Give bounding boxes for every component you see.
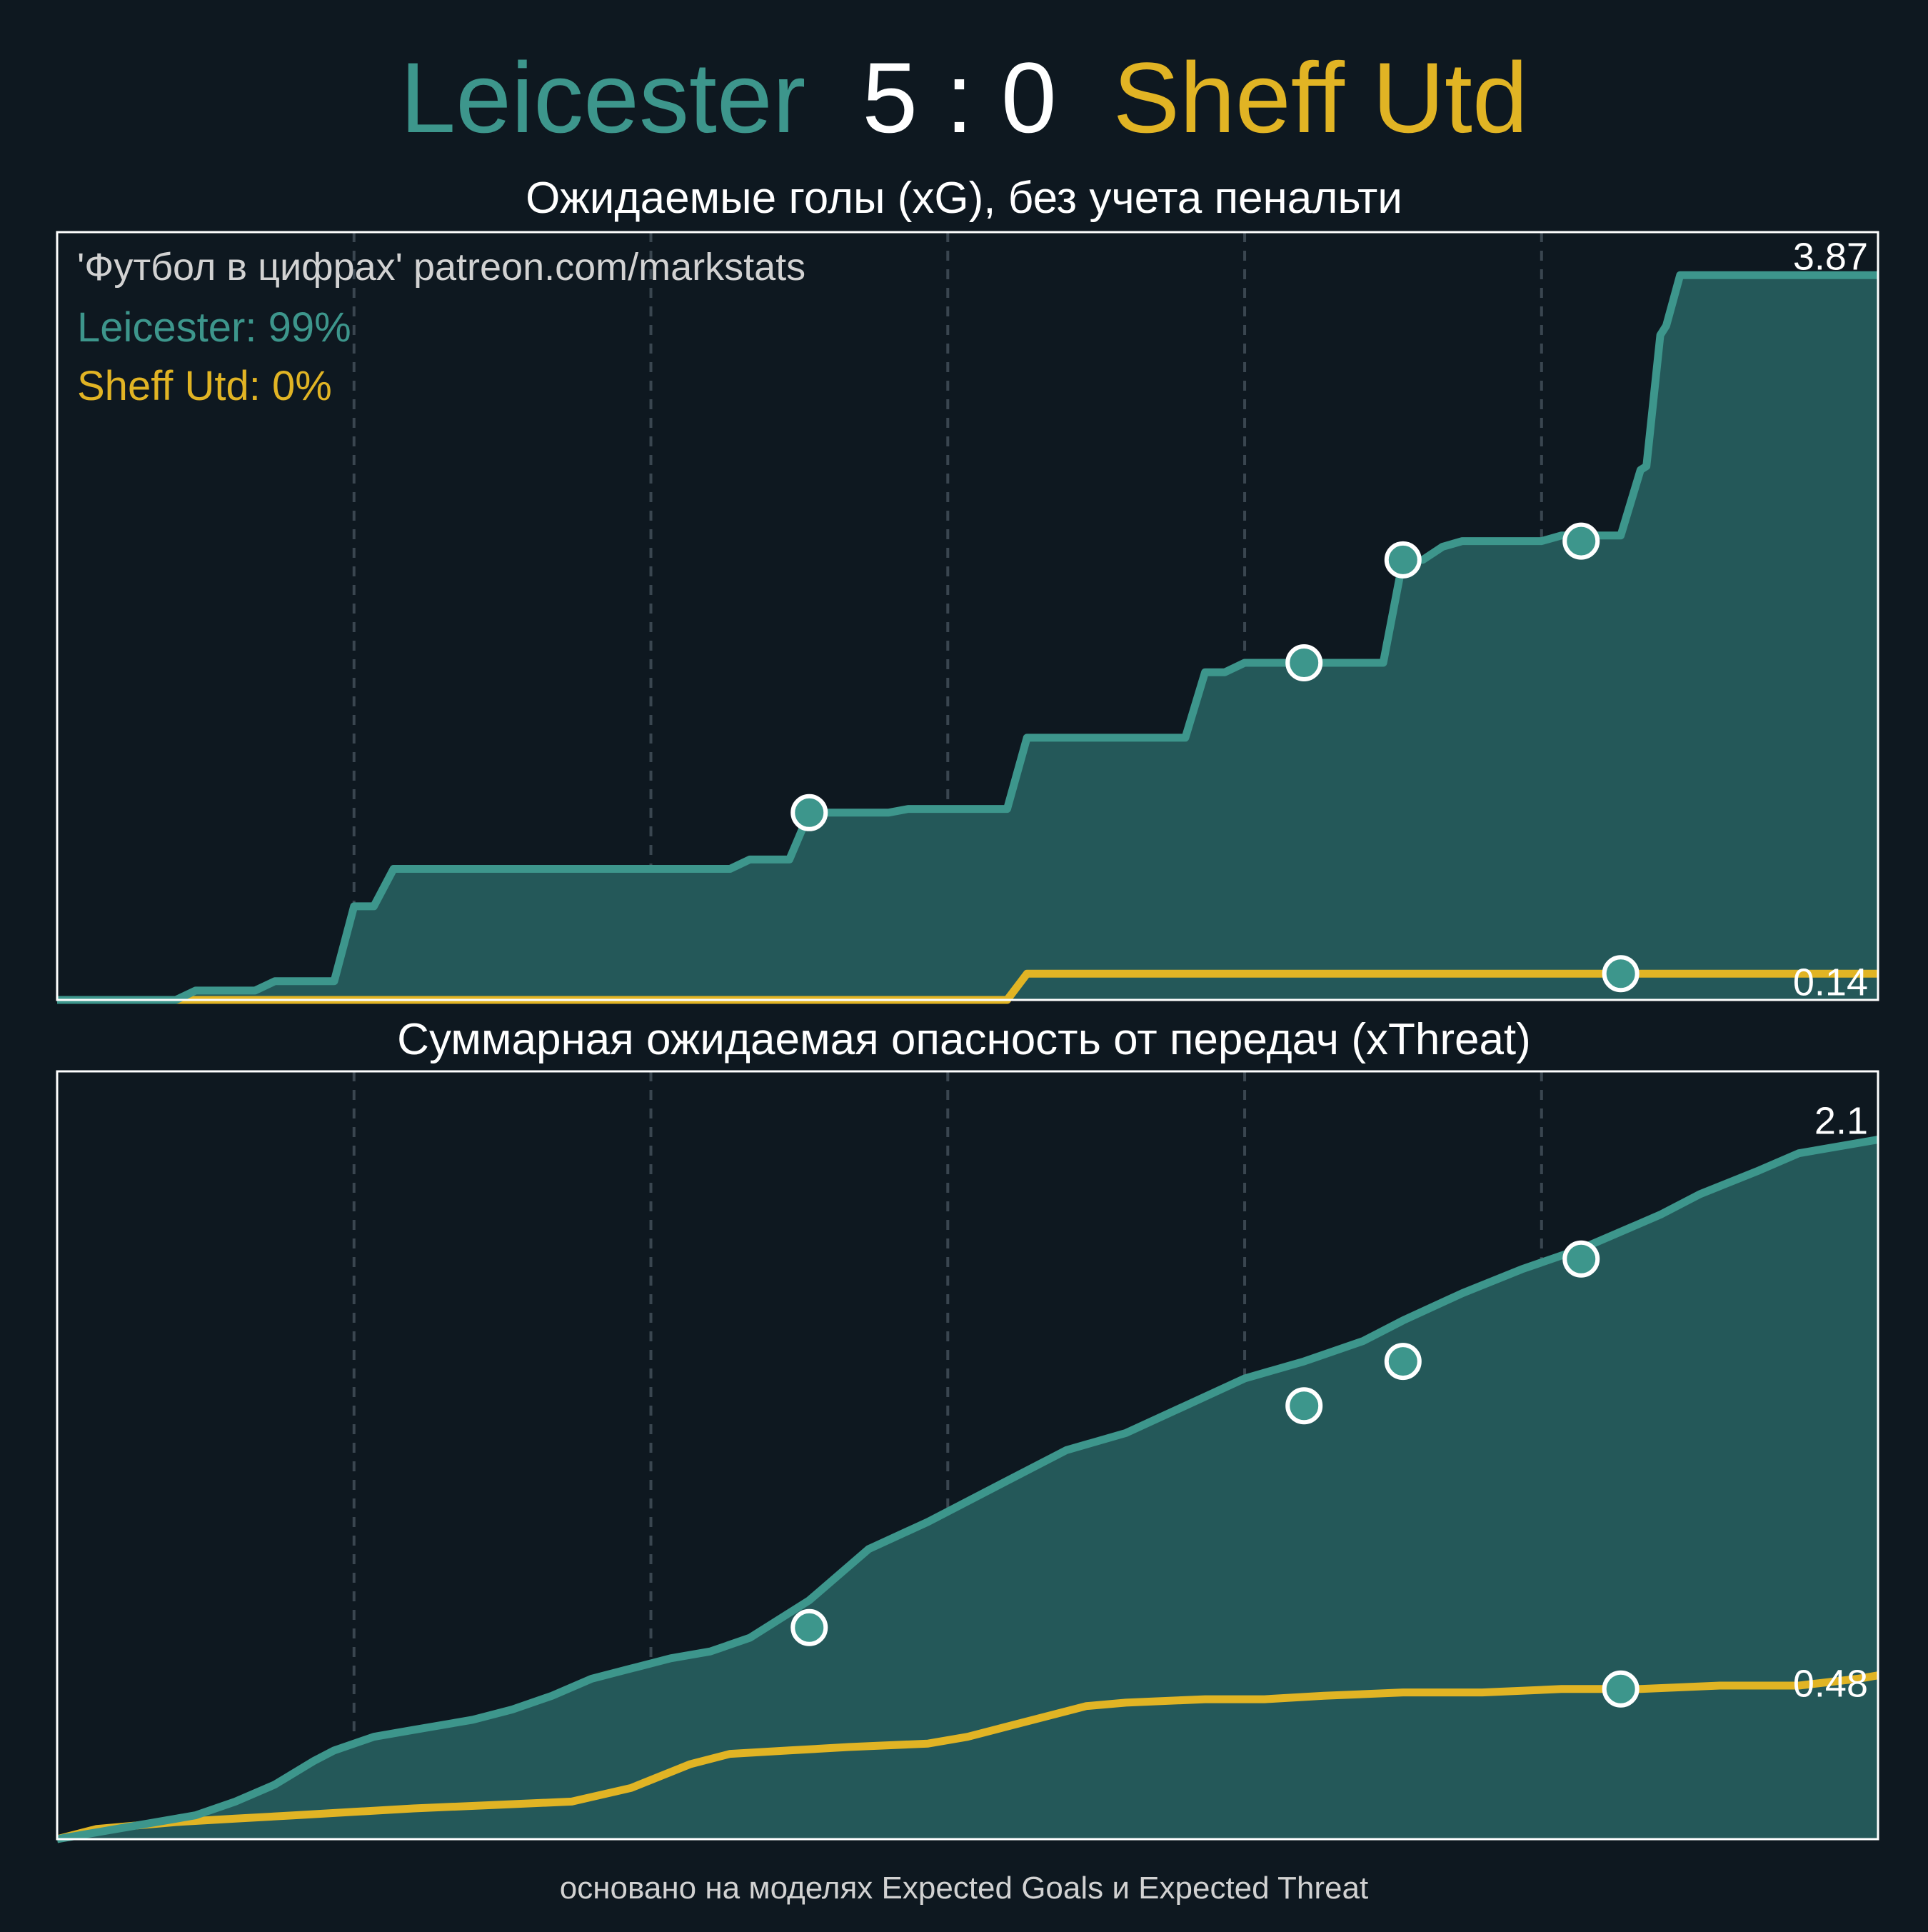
watermark-text: 'Футбол в цифрах' patreon.com/markstats (77, 246, 805, 289)
home-win-probability: Leicester: 99% (77, 304, 351, 351)
away-goal-marker (1602, 955, 1640, 993)
home-final-value-label: 2.1 (1814, 1100, 1868, 1143)
footer-note: основано на моделях Expected Goals и Exp… (560, 1871, 1368, 1906)
home-goal-marker (1562, 522, 1600, 560)
home-goal-marker (790, 1608, 828, 1646)
panel-frame (56, 1070, 1879, 1841)
away-goal-marker (1602, 1670, 1640, 1708)
away-final-value-label: 0.48 (1793, 1663, 1868, 1706)
home-team-name: Leicester (400, 41, 805, 154)
home-goal-marker (790, 794, 828, 831)
home-goal-marker (1285, 644, 1323, 682)
home-area-fill (57, 275, 1878, 1000)
home-goal-marker (1285, 1387, 1323, 1425)
xg-chart: 15304560753.870.14 (56, 231, 1879, 1004)
header-scoreline: Leicester 5 : 0 Sheff Utd (400, 41, 1527, 154)
home-goal-marker (1384, 1343, 1422, 1381)
away-series-line (56, 1671, 1879, 1843)
xthreat-chart-title: Суммарная ожидаемая опасность от передач… (397, 1015, 1531, 1064)
home-series-line (57, 271, 1878, 1004)
away-final-value-label: 0.14 (1793, 961, 1868, 1003)
panel-frame (56, 231, 1879, 1001)
away-team-name: Sheff Utd (1113, 41, 1528, 154)
xg-chart-title: Ожидаемые голы (xG), без учета пенальти (526, 174, 1402, 223)
home-goal-marker (1384, 541, 1422, 579)
away-win-probability: Sheff Utd: 0% (77, 363, 332, 409)
xthreat-chart: 15304560752.10.48 (56, 1070, 1879, 1843)
match-score: 5 : 0 (862, 41, 1056, 154)
home-final-value-label: 3.87 (1793, 235, 1868, 278)
home-goal-marker (1562, 1240, 1600, 1278)
